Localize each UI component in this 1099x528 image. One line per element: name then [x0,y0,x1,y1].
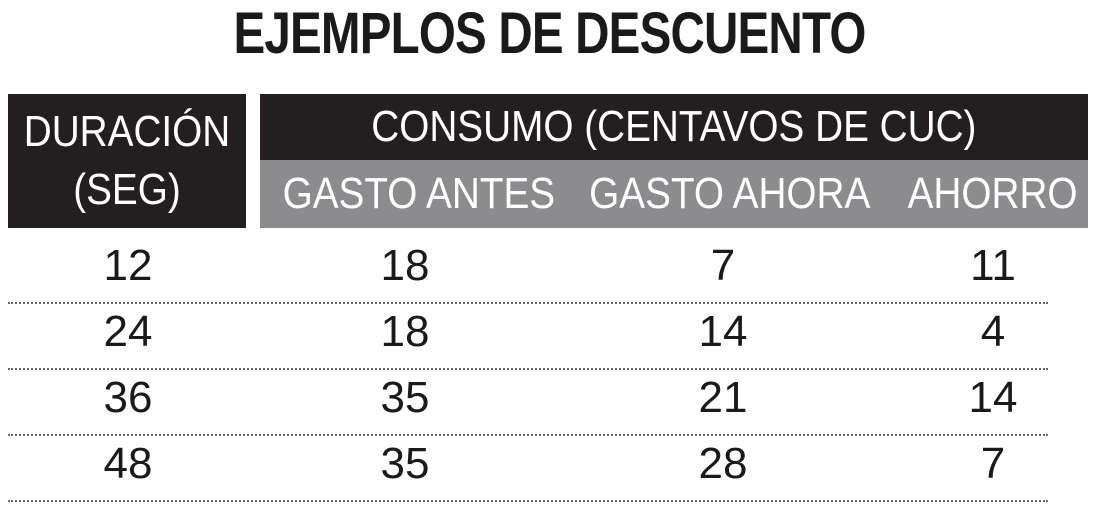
cell-gasto-ahora: 14 [698,307,748,356]
cell-duracion: 12 [103,241,153,290]
header-gasto-antes: GASTO ANTES [264,160,556,228]
cell-duracion: 36 [103,373,153,422]
header-duracion-unit: (SEG) [73,165,181,214]
cell-gasto-ahora: 28 [698,439,748,488]
header-ahorro: AHORRO [896,160,1088,228]
table-row: 36 35 21 14 [8,368,1048,436]
cell-gasto-ahora: 7 [710,241,736,290]
cell-gasto-antes: 18 [380,241,430,290]
table-row: 48 35 28 7 [8,434,1048,502]
cell-duracion: 24 [103,307,153,356]
table-row: 12 18 7 11 [8,236,1048,304]
cell-ahorro: 11 [970,241,1016,290]
cell-ahorro: 14 [968,373,1018,422]
cell-gasto-antes: 18 [380,307,430,356]
cell-gasto-antes: 35 [380,373,430,422]
header-consumo: CONSUMO (CENTAVOS DE CUC) [260,94,1088,160]
cell-gasto-ahora: 21 [698,373,748,422]
header-duracion: DURACIÓN (SEG) [8,94,246,228]
header-duracion-label: DURACIÓN [23,107,231,156]
table-title: EJEMPLOS DE DESCUENTO [233,1,866,66]
header-gasto-ahora: GASTO AHORA [570,160,870,228]
header-gasto-ahora-label: GASTO AHORA [589,169,871,218]
header-ahorro-label: AHORRO [907,169,1078,218]
cell-duracion: 48 [103,439,153,488]
header-gasto-antes-label: GASTO ANTES [282,169,556,218]
header-consumo-label: CONSUMO (CENTAVOS DE CUC) [371,102,977,151]
header-subcolumns: GASTO ANTES GASTO AHORA AHORRO [260,160,1088,228]
table-row: 24 18 14 4 [8,302,1048,370]
cell-gasto-antes: 35 [380,439,430,488]
cell-ahorro: 4 [980,307,1006,356]
cell-ahorro: 7 [980,439,1006,488]
